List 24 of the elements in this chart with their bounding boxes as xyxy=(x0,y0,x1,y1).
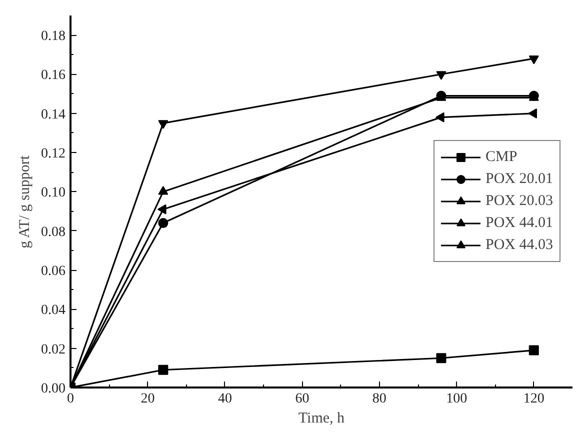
x-tick-label: 60 xyxy=(295,392,310,406)
y-tick-label: 0.04 xyxy=(41,303,66,318)
x-tick-label: 100 xyxy=(446,392,468,406)
legend-label: CMP xyxy=(485,148,518,166)
x-tick-label: 0 xyxy=(67,392,74,406)
x-tick-label: 40 xyxy=(218,392,232,406)
legend-label: POX 44.01 xyxy=(485,214,553,232)
y-tick-label: 0.02 xyxy=(41,342,66,358)
x-tick-label: 80 xyxy=(372,392,386,406)
y-tick-label: 0.18 xyxy=(41,29,66,44)
legend-label: POX 20.01 xyxy=(485,170,553,188)
y-tick-label: 0.16 xyxy=(41,68,66,84)
x-tick-label: 120 xyxy=(523,392,544,406)
y-axis-title: g AT/ g support xyxy=(17,154,33,248)
x-tick-label: 20 xyxy=(140,392,155,406)
y-tick-label: 0.08 xyxy=(41,224,66,240)
legend-label: POX 44.03 xyxy=(485,236,553,254)
x-axis-title: Time, h xyxy=(298,410,346,426)
y-tick-label: 0.10 xyxy=(41,186,66,201)
y-tick-label: 0.06 xyxy=(41,264,66,280)
y-tick-label: 0.00 xyxy=(41,382,66,396)
y-tick-label: 0.12 xyxy=(41,146,66,162)
legend-label: POX 20.03 xyxy=(485,192,553,210)
y-tick-label: 0.14 xyxy=(41,107,66,122)
